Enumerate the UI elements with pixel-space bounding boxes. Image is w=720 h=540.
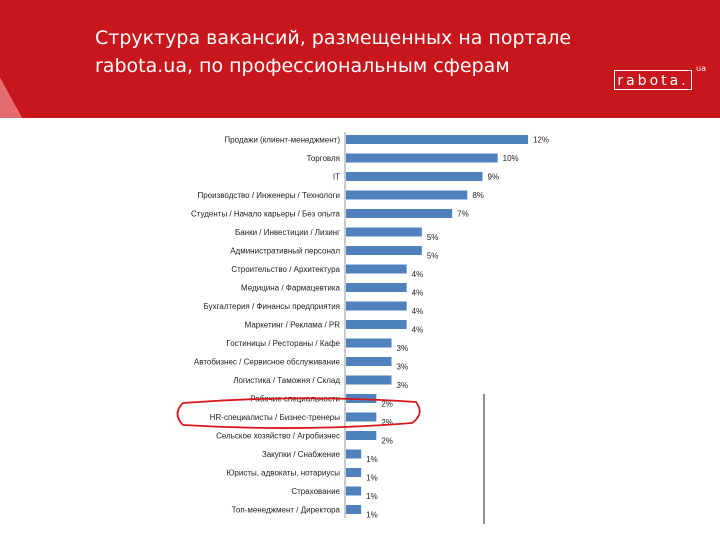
category-label: Топ-менеджмент / Директора: [232, 506, 341, 515]
bar: [346, 190, 468, 200]
bar: [346, 431, 377, 440]
value-label: 3%: [397, 363, 409, 372]
bar: [346, 135, 528, 144]
value-label: 4%: [412, 289, 424, 298]
rabota-logo-suffix: ua: [696, 64, 706, 73]
category-label: Продажи (клиент-менеджмент): [224, 136, 340, 145]
bar: [346, 486, 362, 496]
value-label: 1%: [366, 511, 378, 520]
bar: [346, 301, 407, 311]
value-label: 1%: [366, 492, 378, 501]
slide-title: Структура вакансий, размещенных на порта…: [95, 24, 615, 80]
category-label: Производство / Инженеры / Технологи: [197, 191, 340, 200]
bar: [346, 227, 422, 237]
vacancy-bar-chart: Продажи (клиент-менеджмент) Торговля IT Про…: [176, 132, 549, 524]
bar: [346, 338, 392, 348]
bar: [346, 153, 498, 163]
bar: [346, 283, 407, 292]
value-label: 3%: [397, 381, 409, 390]
header-shape: [0, 0, 720, 118]
category-label: HR-специалисты / Бизнес-тренеры: [210, 413, 341, 422]
value-label: 1%: [366, 474, 378, 483]
bar: [346, 357, 392, 366]
bar: [346, 375, 392, 385]
category-label: Логистика / Таможня / Склад: [233, 376, 340, 385]
category-label: Страхование: [291, 487, 340, 496]
value-label: 2%: [381, 400, 393, 409]
category-label: Административный персонал: [230, 247, 340, 256]
value-label: 7%: [457, 210, 469, 219]
value-label: 4%: [412, 307, 424, 316]
highlight-ellipse: [176, 397, 421, 429]
header-background: [0, 0, 720, 118]
category-label: Маркетинг / Реклама / PR: [245, 321, 341, 330]
bar: [346, 449, 362, 459]
bar: [346, 505, 362, 514]
bar: [346, 209, 453, 218]
page-number: 4: [689, 519, 696, 531]
category-label: Медицина / Фармацевтика: [241, 284, 341, 293]
bar: [346, 264, 407, 274]
header-accent: [0, 78, 22, 118]
value-label: 5%: [427, 233, 439, 242]
value-label: 4%: [412, 326, 424, 335]
value-label: 1%: [366, 455, 378, 464]
bar: [346, 412, 377, 422]
category-label: Гостиницы / Рестораны / Кафе: [226, 339, 340, 348]
value-label: 9%: [488, 173, 500, 182]
title-line-2: rabota.ua, по профессиональным сферам: [95, 55, 510, 77]
bar: [346, 320, 407, 329]
category-label: Торговля: [307, 154, 340, 163]
category-label: Бухгалтерия / Финансы предприятия: [204, 302, 340, 311]
category-label: Студенты / Начало карьеры / Без опыта: [191, 210, 341, 219]
value-label: 3%: [397, 344, 409, 353]
value-label: 8%: [472, 191, 484, 200]
value-label: 10%: [503, 154, 519, 163]
category-label: Строительство / Архитектура: [231, 265, 340, 274]
rabota-logo: rabota.: [614, 70, 692, 90]
category-label: Банки / Инвестиции / Лизинг: [235, 228, 340, 237]
bar: [346, 246, 422, 255]
value-label: 12%: [533, 136, 549, 145]
value-label: 5%: [427, 252, 439, 261]
bar: [346, 172, 483, 181]
bar: [346, 468, 362, 477]
category-label: Сельское хозяйство / Агробизнес: [216, 432, 340, 441]
value-label: 2%: [381, 418, 393, 427]
category-label: IT: [333, 173, 340, 182]
category-label: Закупки / Снабжение: [262, 450, 341, 459]
value-label: 4%: [412, 270, 424, 279]
slide-header: Структура вакансий, размещенных на порта…: [0, 0, 720, 124]
category-label: Юристы, адвокаты, нотариусы: [226, 469, 340, 478]
title-line-1: Структура вакансий, размещенных на порта…: [95, 27, 572, 49]
category-label: Автобизнес / Сервисное обслуживание: [194, 358, 341, 367]
value-label: 2%: [381, 437, 393, 446]
